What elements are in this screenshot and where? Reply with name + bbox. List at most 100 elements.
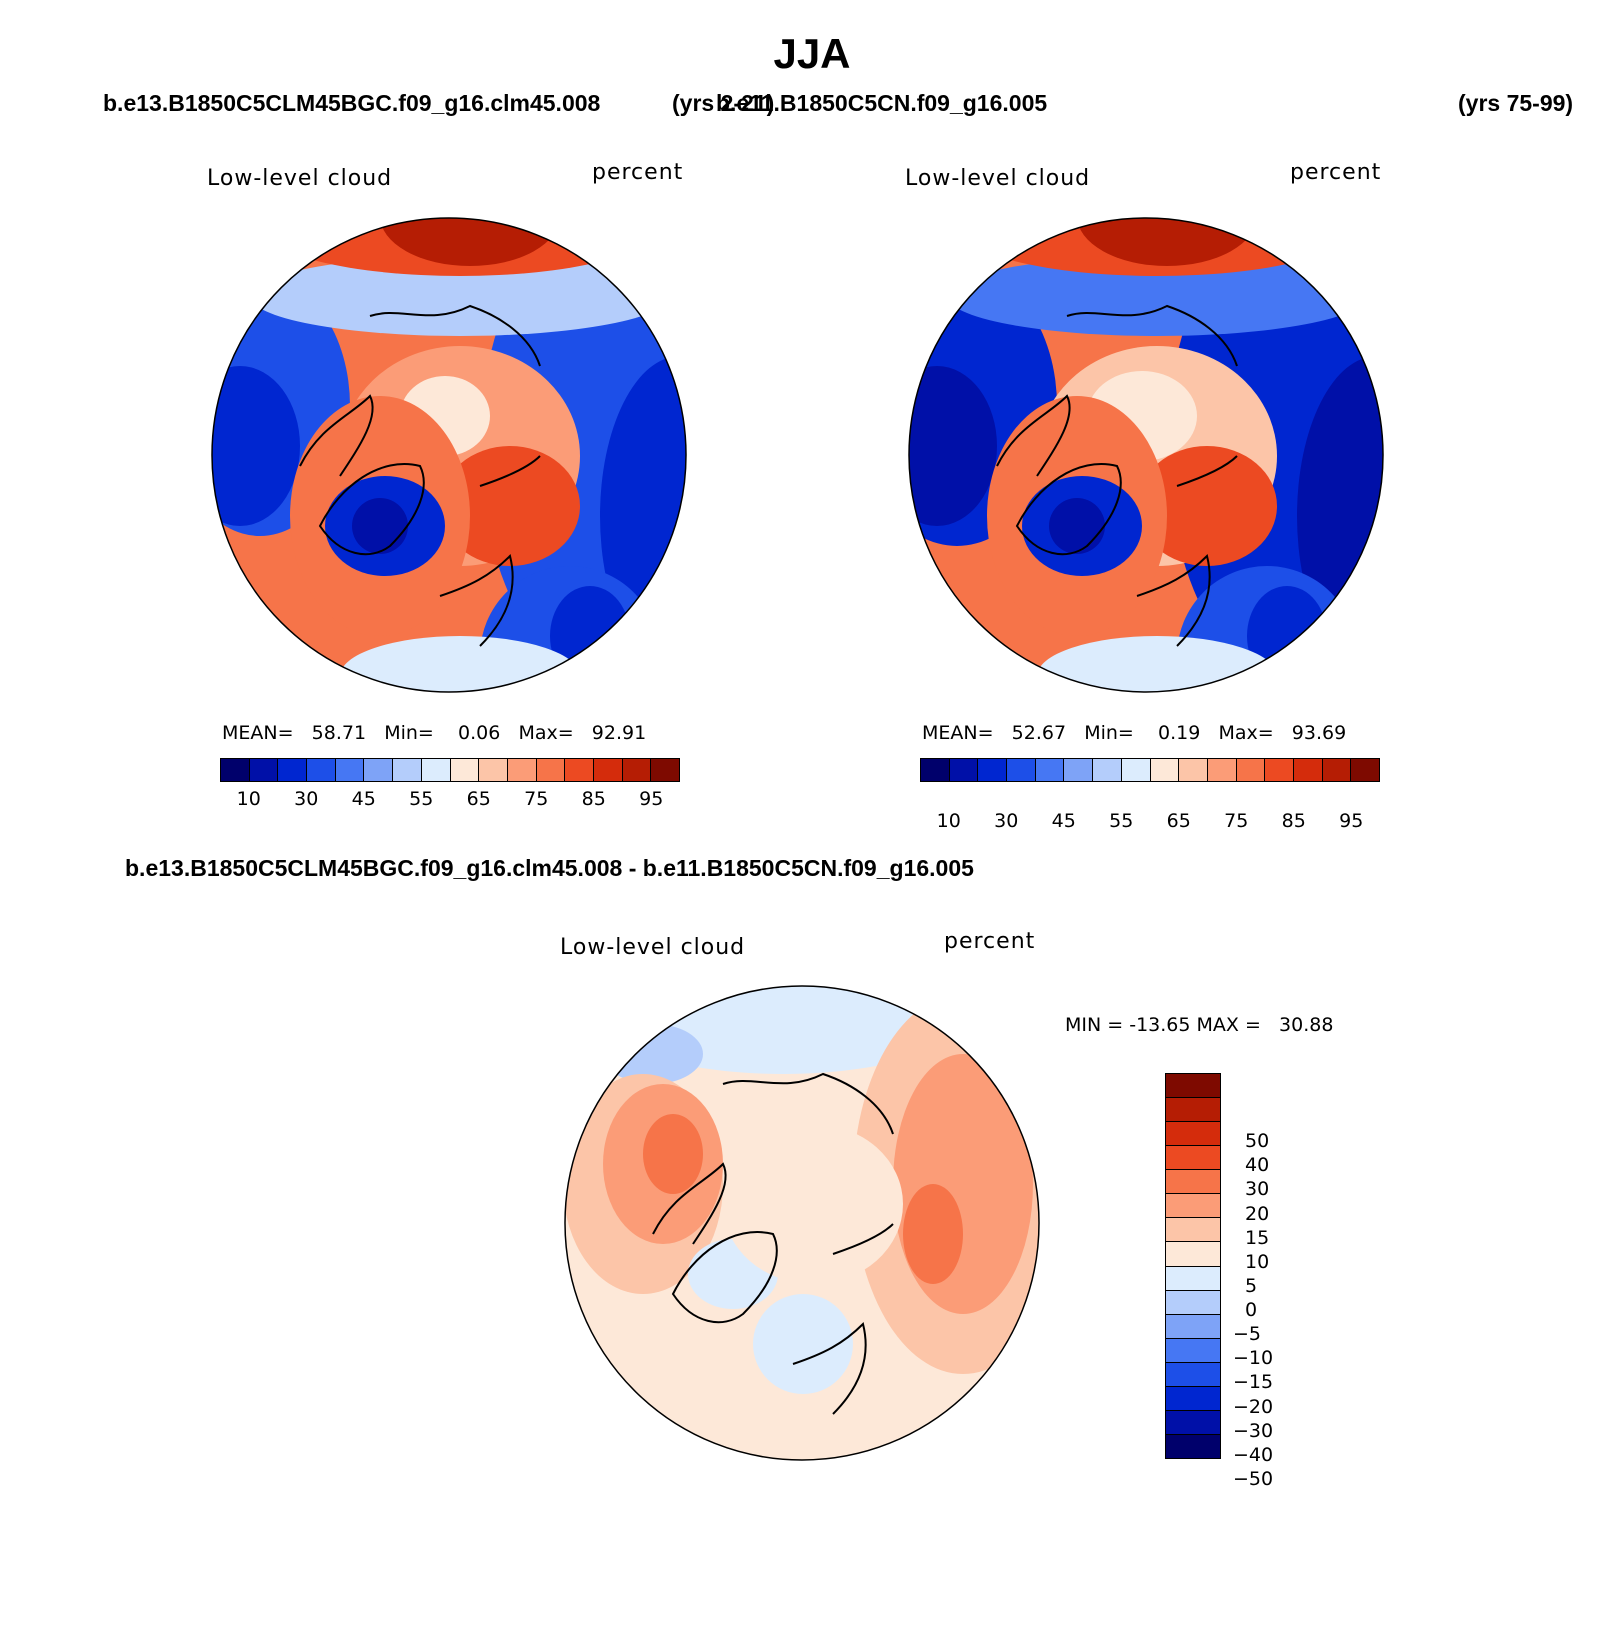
colorbar-swatch <box>393 759 422 781</box>
colorbar-tick-label: 15 <box>1245 1226 1270 1249</box>
colorbar-swatch <box>307 759 336 781</box>
colorbar-tick-label: 95 <box>639 788 664 810</box>
colorbar-tick-label: 85 <box>1281 810 1306 832</box>
colorbar-swatch <box>1166 1194 1220 1219</box>
panel2-min-label: Min= <box>1084 722 1134 744</box>
colorbar-swatch <box>335 759 365 781</box>
map2-coastlines <box>996 304 1238 647</box>
map2-canada-west <box>909 366 997 526</box>
colorbar-swatch <box>1166 1074 1220 1099</box>
map1-barents <box>440 446 580 566</box>
map1-border <box>211 217 687 693</box>
map3-arctic <box>723 1124 903 1284</box>
panel1-mean-label: MEAN= <box>222 722 294 744</box>
colorbar-tick-label: 20 <box>1245 1202 1270 1225</box>
colorbar-swatch <box>1166 1410 1220 1435</box>
panel2-mean-label: MEAN= <box>922 722 994 744</box>
colorbar-tick-label: 55 <box>409 788 434 810</box>
panel1-max-label: Max= <box>518 722 574 744</box>
colorbar-tick-label: −30 <box>1233 1419 1274 1442</box>
map1-canada-west <box>212 366 300 526</box>
panel2-min: 0.19 <box>1158 722 1201 744</box>
colorbar-swatch <box>1166 1266 1220 1291</box>
colorbar-swatch <box>536 759 566 781</box>
colorbar-swatch <box>1007 759 1036 781</box>
panel1-units: percent <box>592 160 684 185</box>
colorbar-swatch <box>1166 1170 1220 1195</box>
colorbar-swatch <box>949 759 979 781</box>
colorbar-swatch <box>1207 759 1237 781</box>
colorbar-swatch <box>1035 759 1065 781</box>
colorbar-swatch <box>565 759 594 781</box>
map3-border <box>564 985 1040 1461</box>
colorbar-swatch <box>978 759 1008 781</box>
colorbar-swatch <box>1064 759 1094 781</box>
colorbar-case1 <box>220 758 680 782</box>
map2-barents <box>1137 446 1277 566</box>
colorbar-tick-label: 30 <box>994 810 1019 832</box>
map1-pacific-band <box>250 256 670 336</box>
colorbar-swatch <box>1166 1314 1220 1339</box>
map3-coastlines <box>652 1072 894 1415</box>
map3-siberia-max <box>903 1184 963 1284</box>
panel3-units: percent <box>944 929 1036 954</box>
colorbar-case2 <box>920 758 1380 782</box>
colorbar-swatch <box>593 759 623 781</box>
panel2-max: 93.69 <box>1291 722 1347 744</box>
map3-eurasia-core <box>893 1054 1033 1314</box>
colorbar-tick-label: −20 <box>1233 1395 1274 1418</box>
map2-south-band <box>1037 636 1277 692</box>
colorbar-tick-label: 40 <box>1245 1154 1270 1177</box>
colorbar-tick-label: 0 <box>1245 1299 1258 1321</box>
colorbar-swatch <box>1179 759 1208 781</box>
colorbar-difference <box>1165 1073 1221 1459</box>
panel1-stats: MEAN= 58.71 Min= 0.06 Max= 92.91 <box>222 722 646 744</box>
colorbar-swatch <box>1121 759 1151 781</box>
case2-name: b.e11.B1850C5CN.f09_g16.005 <box>716 90 1048 116</box>
colorbar-tick-label: 95 <box>1339 810 1364 832</box>
panel2-stats: MEAN= 52.67 Min= 0.19 Max= 93.69 <box>922 722 1346 744</box>
panel1-min: 0.06 <box>458 722 501 744</box>
panel3-min: -13.65 <box>1129 1014 1191 1036</box>
colorbar-tick-label: 50 <box>1245 1130 1270 1153</box>
figure-title: JJA <box>773 30 851 77</box>
panel3-title: Low-level cloud <box>560 935 746 960</box>
colorbar-swatch <box>1093 759 1122 781</box>
map1-pacific-max <box>380 218 560 266</box>
colorbar-swatch <box>651 759 679 781</box>
colorbar-tick-label: 55 <box>1109 810 1134 832</box>
map3-atlantic <box>753 1294 853 1394</box>
map1-coastlines <box>299 304 541 647</box>
panel2-title: Low-level cloud <box>905 166 1091 191</box>
colorbar-swatch <box>1166 1242 1220 1267</box>
panel1-mean: 58.71 <box>311 722 367 744</box>
colorbar-tick-label: 45 <box>1051 810 1076 832</box>
colorbar-swatch <box>1351 759 1379 781</box>
colorbar-difference-ticks: 50 40 30 20 15 10 5 0 −5 −10 −15 −20 −30 −40 −50 <box>1233 1117 1313 1503</box>
colorbar-swatch <box>364 759 394 781</box>
panel1-max: 92.91 <box>591 722 647 744</box>
colorbar-swatch <box>1166 1098 1220 1123</box>
colorbar-tick-label: −10 <box>1233 1347 1274 1370</box>
panel2-units: percent <box>1290 160 1382 185</box>
colorbar-case1-ticks: 10 30 45 55 65 75 85 95 <box>220 788 680 810</box>
colorbar-swatch <box>479 759 508 781</box>
map-case1 <box>211 217 687 693</box>
map2-pacific-max <box>1077 218 1257 266</box>
map2-border <box>908 217 1384 693</box>
map2-greenland-core <box>1049 498 1105 554</box>
colorbar-swatch <box>1166 1146 1220 1171</box>
map-difference <box>564 985 1040 1461</box>
colorbar-tick-label: −40 <box>1233 1443 1274 1466</box>
map1-greenland-core <box>352 498 408 554</box>
map1-scandinavia <box>550 586 630 686</box>
colorbar-case2-ticks: 10 30 45 55 65 75 85 95 <box>920 810 1380 832</box>
colorbar-swatch <box>622 759 652 781</box>
colorbar-swatch <box>921 759 950 781</box>
colorbar-tick-label: 45 <box>351 788 376 810</box>
colorbar-swatch <box>1166 1386 1220 1411</box>
panel3-min-label: MIN = <box>1065 1014 1124 1036</box>
colorbar-tick-label: 5 <box>1245 1274 1258 1297</box>
colorbar-swatch <box>1293 759 1323 781</box>
colorbar-swatch <box>1166 1218 1220 1243</box>
